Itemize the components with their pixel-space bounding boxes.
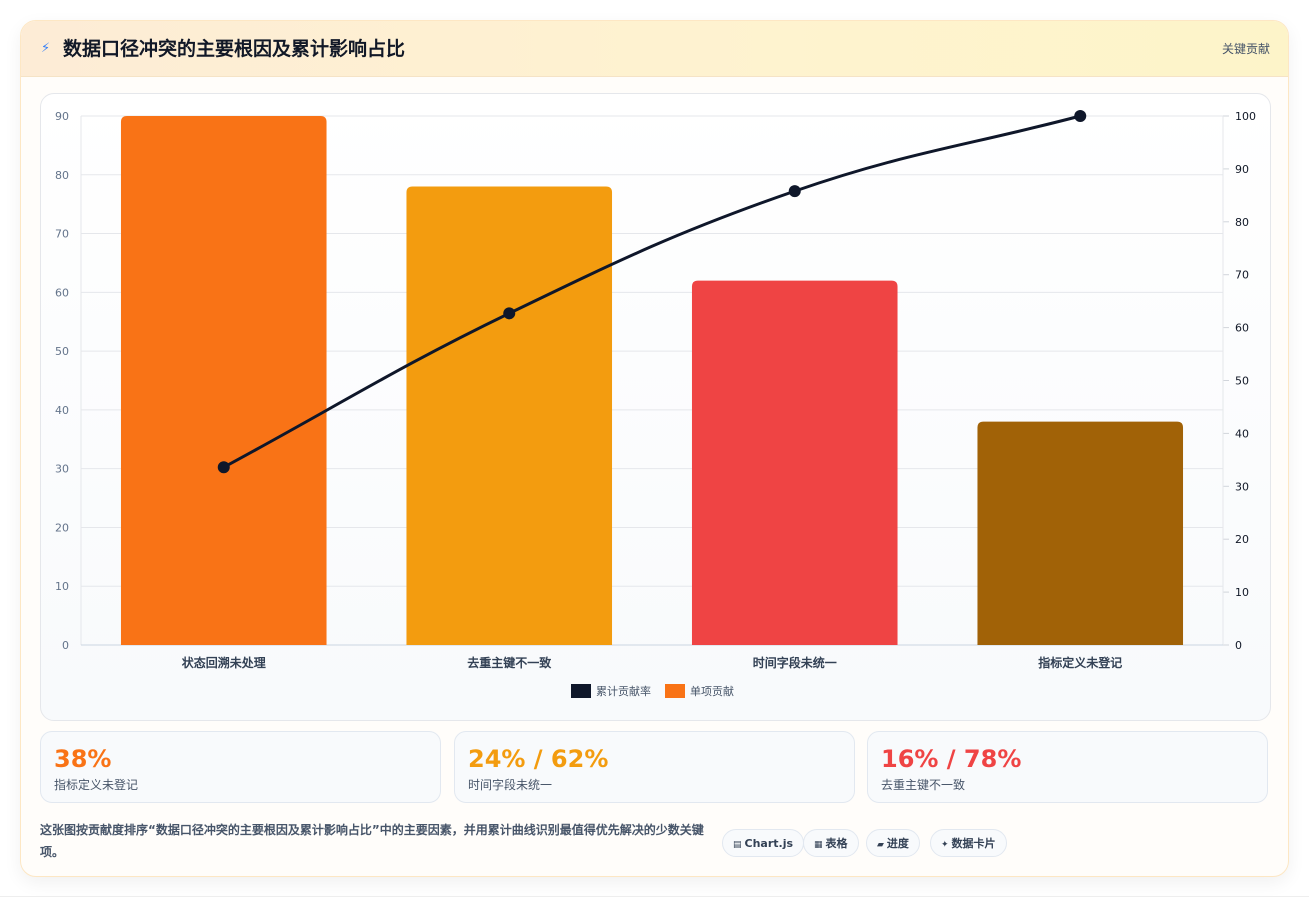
y-tick-label-right: 70 [1235,269,1249,282]
y-tick-label-right: 20 [1235,533,1249,546]
stat-label: 指标定义未登记 [54,778,139,792]
x-tick-label: 时间字段未统一 [753,655,837,670]
cumulative-point-4 [1074,110,1087,122]
cumulative-point-2 [503,307,516,320]
y-tick-label-left: 80 [55,169,69,182]
y-tick-label-right: 30 [1235,480,1249,493]
y-tick-label-right: 80 [1235,216,1249,229]
key-contribution-badge: 关键贡献 [1221,42,1270,56]
cumulative-point-3 [788,185,801,198]
chart-icon: ▤ [733,840,742,850]
x-tick-label: 状态回溯未处理 [182,655,266,670]
legend-swatch [571,684,591,698]
y-tick-label-left: 40 [55,404,69,417]
y-tick-label-left: 0 [62,639,69,652]
y-tick-label-left: 60 [55,286,69,299]
x-tick-label: 指标定义未登记 [1038,655,1122,670]
bar-1 [120,116,327,645]
legend-swatch [665,684,685,698]
chart-panel: 0 10 20 30 40 50 60 70 80 90 0 10 20 30 40 50 60 70 80 90 10… [40,93,1271,721]
tag-label: 进度 [886,837,909,850]
stat-value: 24% / 62% [468,745,609,773]
tag-label: 数据卡片 [951,837,996,850]
y-tick-label-right: 100 [1235,110,1256,123]
y-tick-label-left: 70 [55,228,69,241]
y-tick-label-left: 90 [55,110,69,123]
cumulative-line [223,114,1081,469]
y-tick-label-left: 10 [55,580,69,593]
sparkle-icon: ✦ [941,840,949,850]
lightning-icon: ⚡ [41,41,51,56]
stat-label: 时间字段未统一 [468,778,553,792]
bar-4 [977,421,1184,645]
x-tick-label: 去重主键不一致 [467,655,552,670]
progress-icon: ▰ [877,840,884,850]
y-tick-label-right: 10 [1235,586,1249,599]
stat-value: 38% [54,745,112,773]
stat-card-2: 24% / 62% 时间字段未统一 [454,731,855,803]
y-tick-label-right: 90 [1235,163,1249,176]
card-header: ⚡ 数据口径冲突的主要根因及累计影响占比 关键贡献 [21,21,1288,77]
legend-label: 累计贡献率 [596,684,651,698]
pareto-card: ⚡ 数据口径冲突的主要根因及累计影响占比 关键贡献 0 10 20 30 40 50 60 7… [20,20,1289,877]
card-title: 数据口径冲突的主要根因及累计影响占比 [63,38,406,60]
y-tick-label-right: 0 [1235,639,1242,652]
tag-label: 表格 [825,837,848,850]
stat-value: 16% / 78% [881,745,1022,773]
tag-progress[interactable]: ▰ 进度 [866,829,920,857]
y-tick-label-right: 60 [1235,322,1249,335]
pareto-chart: 0 10 20 30 40 50 60 70 80 90 0 10 20 30 40 50 60 70 80 90 10… [55,110,1256,698]
legend-label: 单项贡献 [690,684,734,698]
tag-table[interactable]: ▦ 表格 [803,829,859,857]
table-icon: ▦ [814,840,823,850]
tag-data-card[interactable]: ✦ 数据卡片 [930,829,1007,857]
stat-card-3: 16% / 78% 去重主键不一致 [867,731,1268,803]
page-divider [0,896,1309,897]
y-tick-label-left: 20 [55,521,69,534]
bar-3 [691,280,898,645]
stat-card-1: 38% 指标定义未登记 [40,731,441,803]
bar-2 [406,186,613,645]
y-tick-label-right: 50 [1235,375,1249,388]
tag-chartjs[interactable]: ▤ Chart.js [722,829,805,857]
y-tick-label-left: 50 [55,345,69,358]
chart-description: 这张图按贡献度排序“数据口径冲突的主要根因及累计影响占比”中的主要因素，并用累计… [40,823,704,859]
tag-label: Chart.js [744,837,794,850]
cumulative-point-1 [217,461,230,474]
y-tick-label-right: 40 [1235,427,1249,440]
stat-label: 去重主键不一致 [881,778,966,792]
y-tick-label-left: 30 [55,463,69,476]
